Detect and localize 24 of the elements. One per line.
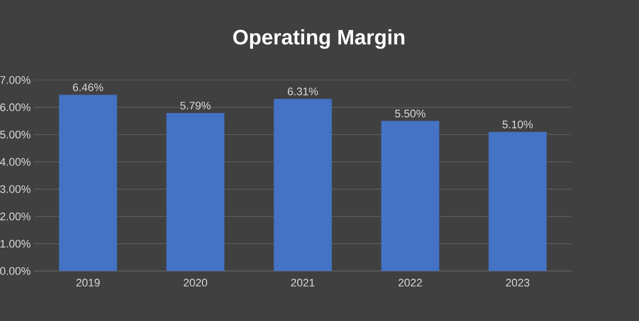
bar — [488, 132, 547, 271]
x-tick-label: 2022 — [398, 278, 422, 287]
y-tick-label: 4.00% — [0, 158, 30, 166]
y-tick-label: 5.00% — [0, 130, 30, 138]
data-label: 6.46% — [73, 83, 104, 92]
data-label: 5.79% — [180, 102, 211, 110]
y-tick-label: 7.00% — [0, 76, 30, 84]
data-label: 5.50% — [395, 110, 426, 118]
x-tick-label: 2023 — [506, 278, 530, 287]
y-tick-label: 2.00% — [0, 212, 30, 220]
y-tick-label: 3.00% — [0, 185, 30, 194]
y-tick-label: 6.00% — [0, 103, 30, 112]
bar — [274, 98, 332, 271]
x-tick-label: 2021 — [291, 278, 314, 287]
y-tick-label: 1.00% — [0, 240, 30, 248]
data-label: 5.10% — [502, 120, 533, 128]
x-tick-label: 2020 — [184, 278, 208, 287]
bar — [59, 94, 118, 271]
y-tick-label: 0.00% — [0, 267, 30, 275]
chart-title: Operating Margin — [233, 29, 404, 49]
x-tick-label: 2019 — [76, 278, 100, 287]
bar — [381, 120, 440, 271]
bar — [166, 113, 224, 271]
data-label: 6.31% — [288, 88, 318, 96]
